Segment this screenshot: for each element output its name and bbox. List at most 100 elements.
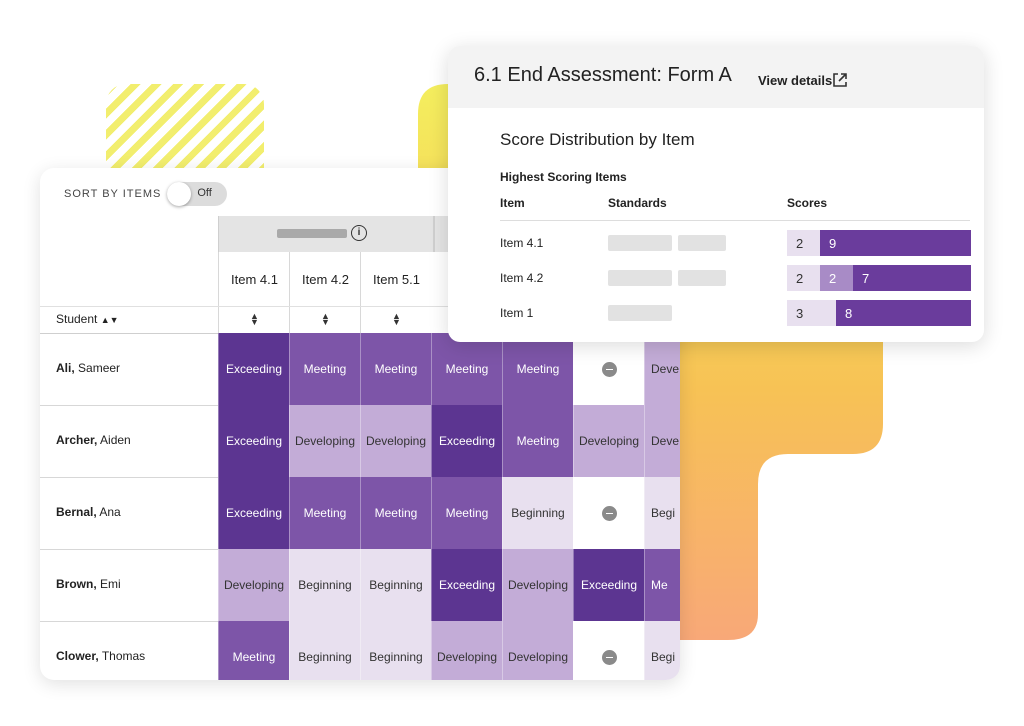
mastery-level-label: Exceeding: [225, 434, 283, 448]
item-row-label[interactable]: Item 1: [500, 306, 534, 320]
mastery-cell[interactable]: Exceeding: [573, 549, 644, 621]
mastery-level-label: Beginning: [298, 578, 352, 592]
item-row-label[interactable]: Item 4.2: [500, 271, 544, 285]
mastery-cell[interactable]: Begi: [644, 621, 680, 680]
mastery-cell[interactable]: Developing: [502, 549, 573, 621]
mastery-level-label: Developing: [436, 650, 498, 664]
mastery-cell[interactable]: Meeting: [289, 333, 360, 405]
assessment-card: 6.1 End Assessment: Form A View details …: [448, 46, 984, 342]
mastery-cell[interactable]: Exceeding: [218, 477, 289, 549]
table-row: Bernal, Ana Exceeding Meeting Meeting Meetin…: [40, 477, 680, 550]
mastery-cell[interactable]: Exceeding: [218, 333, 289, 405]
info-icon[interactable]: i: [351, 225, 367, 241]
score-distribution-bar[interactable]: 2 2 7: [787, 265, 971, 291]
mastery-cell[interactable]: Beginning: [289, 549, 360, 621]
mastery-cell[interactable]: Meeting: [431, 477, 502, 549]
mastery-level-label: Deve: [651, 434, 680, 448]
mastery-cell[interactable]: Developing: [502, 621, 573, 680]
student-name[interactable]: Archer, Aiden: [56, 433, 131, 447]
mastery-level-label: Developing: [507, 578, 569, 592]
item-row-label[interactable]: Item 4.1: [500, 236, 544, 250]
mastery-level-label: Meeting: [374, 362, 418, 376]
toggle-state-label: Off: [197, 187, 212, 199]
mastery-cell[interactable]: Meeting: [218, 621, 289, 680]
score-distribution-bar[interactable]: 3 8: [787, 300, 971, 326]
mastery-cell[interactable]: Developing: [360, 405, 431, 477]
score-distribution-bar[interactable]: 2 9: [787, 230, 971, 256]
mastery-cell[interactable]: Meeting: [360, 477, 431, 549]
mastery-cell[interactable]: [573, 333, 644, 405]
assessment-header: 6.1 End Assessment: Form A View details: [448, 46, 984, 108]
standard-placeholder: [608, 270, 672, 286]
student-column-header[interactable]: Student ▲▼: [56, 312, 119, 326]
student-name[interactable]: Brown, Emi: [56, 577, 121, 591]
table-row: Brown, Emi Developing Beginning Beginning Ex…: [40, 549, 680, 622]
mastery-cell[interactable]: Developing: [573, 405, 644, 477]
mastery-cell[interactable]: Beginning: [360, 621, 431, 680]
mastery-cell[interactable]: Meeting: [289, 477, 360, 549]
mastery-cell[interactable]: Meeting: [431, 333, 502, 405]
mastery-grid-panel: SORT BY ITEMS Off i Item 4.1 Item 4.2 It…: [40, 168, 680, 680]
standard-placeholder: [608, 305, 672, 321]
assessment-title: 6.1 End Assessment: Form A: [474, 64, 732, 86]
mastery-cell[interactable]: Developing: [289, 405, 360, 477]
sort-by-items-label: SORT BY ITEMS: [64, 188, 162, 200]
mastery-cell[interactable]: Deve: [644, 405, 680, 477]
mastery-cell[interactable]: Exceeding: [431, 405, 502, 477]
mastery-cell[interactable]: Meeting: [360, 333, 431, 405]
mastery-level-label: Meeting: [374, 506, 418, 520]
mastery-cell[interactable]: Developing: [218, 549, 289, 621]
mastery-level-label: Beginning: [369, 650, 423, 664]
sort-by-items-control: SORT BY ITEMS Off: [64, 182, 228, 206]
item-column-header[interactable]: Item 4.2: [289, 252, 361, 306]
mastery-cell[interactable]: Beginning: [502, 477, 573, 549]
standard-name-placeholder: [277, 229, 347, 238]
mastery-level-label: Developing: [578, 434, 640, 448]
mastery-cell[interactable]: Deve: [644, 333, 680, 405]
mastery-cell[interactable]: Me: [644, 549, 680, 621]
mastery-cell[interactable]: Meeting: [502, 333, 573, 405]
mastery-level-label: Developing: [365, 434, 427, 448]
mastery-cell[interactable]: Beginning: [360, 549, 431, 621]
no-score-icon: [601, 361, 617, 377]
student-name[interactable]: Clower, Thomas: [56, 649, 146, 663]
mastery-cell[interactable]: Exceeding: [431, 549, 502, 621]
mastery-level-label: Meeting: [232, 650, 276, 664]
score-segment: 2: [820, 265, 853, 291]
view-details-link[interactable]: View details: [758, 73, 833, 88]
mastery-level-label: Developing: [223, 578, 285, 592]
sort-by-items-toggle[interactable]: Off: [167, 182, 228, 206]
mastery-level-label: Meeting: [303, 506, 347, 520]
student-name[interactable]: Ali, Sameer: [56, 361, 121, 375]
no-score-icon: [601, 649, 617, 665]
mastery-level-label: Meeting: [445, 506, 489, 520]
group-divider: [433, 216, 435, 252]
score-segment: 8: [836, 300, 971, 326]
sort-icon[interactable]: ▲ ▼: [360, 307, 432, 333]
table-row: Clower, Thomas Meeting Beginning Beginning D…: [40, 621, 680, 680]
mastery-cell[interactable]: Beginning: [289, 621, 360, 680]
mastery-level-label: Developing: [507, 650, 569, 664]
external-link-icon[interactable]: [832, 72, 848, 88]
mastery-cell[interactable]: [573, 477, 644, 549]
item-column-header[interactable]: Item 5.1: [360, 252, 432, 306]
toggle-knob: [167, 182, 192, 206]
mastery-level-label: Me: [651, 578, 668, 592]
sort-icon[interactable]: ▲ ▼: [218, 307, 290, 333]
mastery-cell[interactable]: Developing: [431, 621, 502, 680]
student-name[interactable]: Bernal, Ana: [56, 505, 121, 519]
mastery-cell[interactable]: Begi: [644, 477, 680, 549]
mastery-cell[interactable]: Exceeding: [218, 405, 289, 477]
standard-placeholder: [608, 235, 672, 251]
mastery-level-label: Exceeding: [438, 434, 496, 448]
table-row: Archer, Aiden Exceeding Developing Developi…: [40, 405, 680, 478]
standards-column-label: Standards: [608, 196, 667, 210]
mastery-cell[interactable]: Meeting: [502, 405, 573, 477]
mastery-level-label: Begi: [651, 506, 676, 520]
item-column-header[interactable]: Item 4.1: [218, 252, 290, 306]
mastery-cell[interactable]: [573, 621, 644, 680]
section-title: Score Distribution by Item: [500, 130, 695, 149]
mastery-level-label: Exceeding: [580, 578, 638, 592]
mastery-level-label: Meeting: [303, 362, 347, 376]
sort-icon[interactable]: ▲ ▼: [289, 307, 361, 333]
